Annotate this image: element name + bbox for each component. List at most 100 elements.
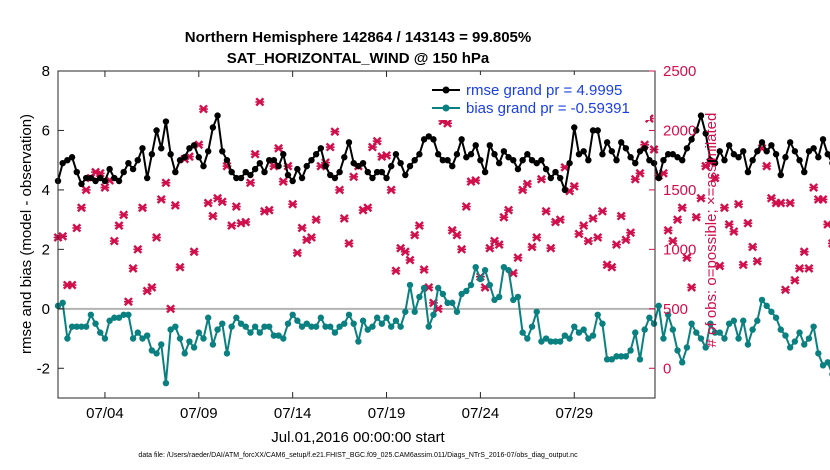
obs-count-point [762,161,772,171]
rmse-point [251,165,259,173]
bias-point [824,359,830,366]
obs-count-point [339,213,349,223]
rmse-point [608,148,616,155]
bias-point [495,293,503,301]
y-tick-label: 6 [42,122,50,139]
y-tick-label: 8 [42,63,50,80]
obs-count-point [729,227,739,236]
obs-count-point [781,285,790,295]
rmse-point [463,154,470,161]
bias-point [162,379,170,387]
rmse-point [411,156,418,164]
rmse-point [350,159,357,167]
y-tick-label: 4 [42,182,50,199]
x-tick-label: 07/09 [180,405,218,422]
rmse-point [125,159,132,167]
x-tick-label: 07/29 [556,405,594,422]
bias-point [364,326,371,333]
bias-point [209,341,217,348]
bias-point [542,335,550,342]
bias-point [463,287,470,295]
bias-point [425,323,432,330]
bias-point [312,323,320,330]
rmse-point [402,171,409,179]
rmse-point [294,165,301,173]
rmse-point [312,151,320,158]
y2-axis-label: # of obs: o=possible; ×=assimilated [703,113,720,348]
obs-count-point [663,225,673,235]
obs-count-point [161,178,171,188]
rmse-point [336,168,343,176]
obs-count-point [616,211,626,221]
rmse-point [181,154,188,161]
bias-point [444,299,451,307]
bias-point [350,320,357,327]
rmse-point [275,162,282,170]
obs-count-point [391,266,401,276]
bias-point [214,326,221,333]
obs-count-point [278,177,288,187]
bias-point [336,323,343,330]
obs-count-point [58,231,68,241]
bias-point [730,317,738,324]
bias-point [439,290,447,298]
obs-count-point [119,210,129,220]
bias-point [481,266,489,274]
x-tick-label: 07/04 [86,405,124,422]
obs-count-point [748,242,758,252]
bias-point [571,323,578,330]
bias-point [660,335,667,342]
bias-point [449,299,456,307]
rmse-point [725,142,733,149]
obs-count-point [621,235,631,245]
obs-count-point [461,202,471,212]
bias-point [275,332,282,339]
obs-count-point [166,304,176,314]
rmse-point [744,168,752,176]
bias-point [134,329,141,336]
bias-point [106,317,113,324]
legend-rmse-label: rmse grand pr = 4.9995 [466,82,622,99]
rmse-point [711,159,719,167]
bias-point [721,335,728,342]
bias-point [472,264,479,271]
bias-point [266,323,273,330]
bias-point [533,308,540,315]
legend-box [428,75,650,120]
rmse-point [472,142,479,149]
rmse-point [322,162,329,170]
rmse-point [303,162,310,170]
obs-count-point [522,179,532,189]
bias-point [233,314,240,321]
bias-point [97,329,104,336]
bias-point [725,320,733,327]
bias-point [120,311,127,318]
obs-count-point [306,233,316,242]
obs-count-point [687,282,697,292]
rmse-point [158,145,165,152]
rmse-point [486,142,493,149]
rmse-point [359,159,367,167]
bias-point [641,326,648,333]
obs-count-point [349,172,359,182]
bias-point [148,347,156,354]
obs-count-point [691,212,701,222]
rmse-point [622,145,630,152]
rmse-point [552,168,559,176]
obs-count-point [297,223,307,233]
obs-count-point [612,240,621,250]
rmse-point [204,148,212,155]
bias-point [594,311,601,318]
bias-point [697,335,705,342]
obs-count-point [405,255,415,265]
obs-count-point [696,193,706,203]
obs-count-point [527,242,537,252]
obs-count-point [776,198,786,208]
bias-point [669,326,677,333]
obs-count-point [494,240,504,250]
obs-count-point [593,233,603,242]
rmse-point [397,159,404,167]
obs-count-point [471,175,481,185]
rmse-point [420,136,428,143]
rmse-point [106,165,113,173]
